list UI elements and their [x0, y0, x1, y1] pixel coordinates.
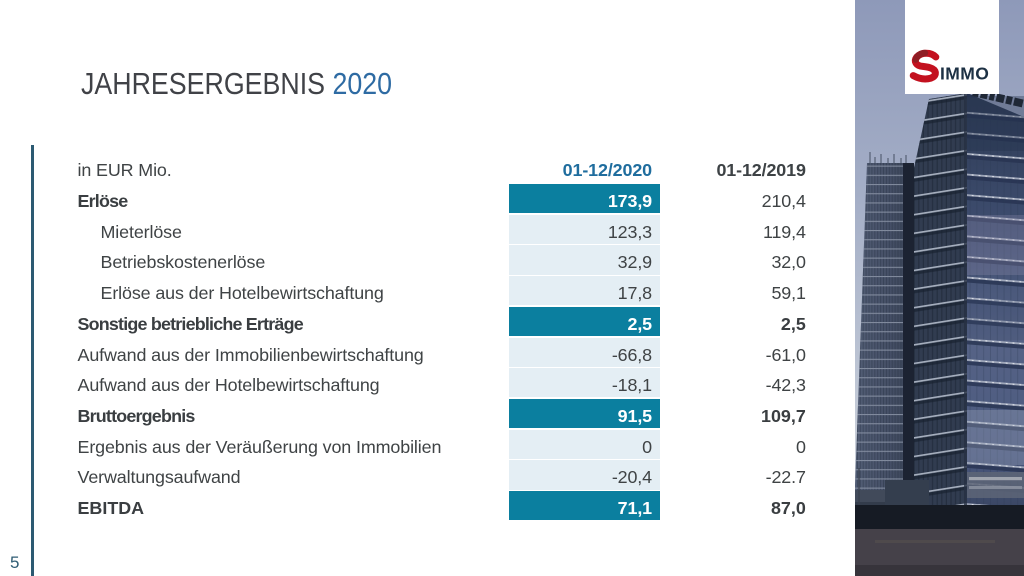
svg-text:IMMO: IMMO [940, 64, 989, 84]
